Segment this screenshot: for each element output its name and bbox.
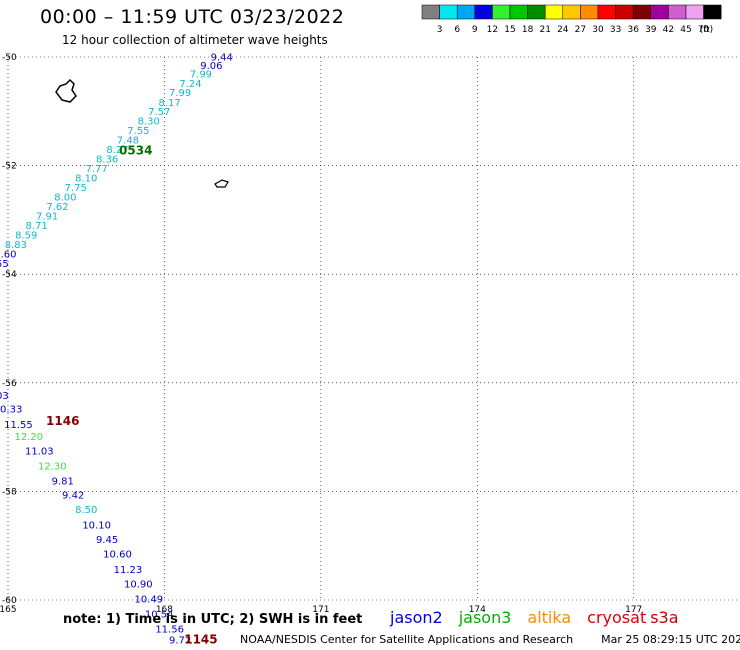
- island-outline: [55, 78, 77, 103]
- color-scale-label: 39: [645, 25, 657, 35]
- x-tick-label: 171: [312, 605, 329, 615]
- satellite-legend-s3a: s3a: [650, 608, 679, 627]
- wave-height-point: 7.99: [169, 88, 191, 99]
- wave-height-point: 10.90: [124, 580, 153, 591]
- satellite-legend-cryosat: cryosat: [587, 608, 647, 627]
- color-scale-legend: 3 6 9 12 15 18 21 24 27 30 33 36 39 42 45 70(ft): [421, 4, 722, 35]
- color-scale-label: 18: [522, 25, 534, 35]
- wave-height-point: 11.23: [114, 565, 143, 576]
- wave-height-point: 10.10: [82, 520, 111, 531]
- wave-height-point: 9.06: [200, 61, 222, 72]
- y-tick-label: -56: [2, 379, 17, 389]
- satellite-legend-altika: altika: [527, 608, 572, 627]
- wave-height-point: 8.00: [54, 192, 76, 203]
- color-scale-swatch: [703, 4, 722, 20]
- wave-height-point: 8.30: [138, 116, 160, 127]
- wave-height-point: 7.99: [190, 70, 212, 81]
- wave-height-point: 7.77: [86, 164, 108, 175]
- wave-height-point: 7.91: [36, 211, 58, 222]
- wave-height-point: 7.62: [46, 202, 68, 213]
- wave-height-point: 8.17: [159, 98, 181, 109]
- wave-height-point: 12.30: [38, 462, 67, 473]
- x-tick-label: 165: [0, 605, 17, 615]
- wave-height-point: 8.83: [5, 240, 27, 251]
- color-scale-unit: (ft): [700, 25, 714, 35]
- satellite-legend-jason2: jason2: [390, 608, 443, 627]
- wave-height-point: 8.71: [26, 221, 48, 232]
- color-scale-label: 27: [575, 25, 586, 35]
- y-tick-label: -58: [2, 487, 17, 497]
- color-scale-label: 3: [437, 25, 443, 35]
- wave-height-point: 11.03: [25, 446, 54, 457]
- color-scale-label: 24: [557, 25, 569, 35]
- wave-height-point: 12.20: [15, 432, 44, 443]
- wave-height-point: 9.45: [96, 535, 118, 546]
- color-scale-label: 33: [610, 25, 621, 35]
- chart-subtitle: 12 hour collection of altimeter wave hei…: [62, 33, 328, 47]
- wave-height-point: 9.81: [52, 476, 74, 487]
- footer-credit: NOAA/NESDIS Center for Satellite Applica…: [240, 633, 574, 646]
- wave-height-point: 7.57: [148, 107, 170, 118]
- color-scale-label: 12: [487, 25, 498, 35]
- color-scale-label: 6: [454, 25, 460, 35]
- wave-height-point: 9.42: [62, 490, 84, 501]
- x-tick-label: 177: [625, 605, 642, 615]
- x-tick-label: 168: [156, 605, 173, 615]
- wave-height-point: 7.75: [65, 183, 87, 194]
- y-tick-label: -52: [2, 162, 17, 172]
- wave-height-point: 7.48: [117, 135, 139, 146]
- chart-title: 00:00 – 11:59 UTC 03/23/2022: [40, 6, 345, 28]
- wave-height-point: 10.54: [145, 609, 174, 620]
- wave-height-point: 9.03: [0, 391, 9, 402]
- wave-height-point: 10.49: [134, 595, 163, 606]
- color-scale-label: 45: [680, 25, 691, 35]
- wave-height-point: 11.56: [155, 625, 184, 636]
- y-tick-label: -60: [2, 596, 17, 606]
- color-scale-label: 30: [592, 25, 604, 35]
- satellite-legend-jason3: jason3: [458, 608, 512, 627]
- wave-height-point: 9.44: [211, 52, 233, 63]
- color-scale-label: 42: [663, 25, 674, 35]
- wave-height-point: 8.50: [75, 505, 97, 516]
- wave-height-point: 9.72: [169, 635, 191, 646]
- wave-height-point: 7.55: [127, 126, 149, 137]
- footer: NOAA/NESDIS Center for Satellite Applica…: [240, 633, 740, 646]
- color-scale-label: 9: [472, 25, 478, 35]
- wave-height-point: 7.24: [179, 79, 201, 90]
- y-tick-label: -54: [2, 270, 17, 280]
- wave-height-point: 8.10: [75, 173, 97, 184]
- wave-height-point: 9.55: [0, 259, 9, 270]
- color-scale-label: 21: [539, 25, 550, 35]
- satellite-legend: jason2 jason3 altika cryosat s3a: [390, 608, 695, 627]
- x-tick-label: 174: [469, 605, 486, 615]
- wave-height-point: 10.60: [103, 550, 132, 561]
- note-text: note: 1) Time is in UTC; 2) SWH is in fe…: [63, 612, 363, 627]
- y-tick-label: -50: [2, 53, 17, 63]
- time-label: 0534: [119, 144, 152, 158]
- wave-height-point: 8.27: [106, 145, 128, 156]
- island-outline: [214, 179, 229, 188]
- color-scale-label: 15: [504, 25, 515, 35]
- wave-height-point: 8.36: [96, 154, 118, 165]
- footer-timestamp: Mar 25 08:29:15 UTC 2022: [601, 633, 740, 646]
- time-label: 1146: [46, 414, 79, 428]
- wave-height-point: 8.59: [15, 230, 37, 241]
- wave-height-point: 10.33: [0, 405, 22, 416]
- wave-height-point: 11.55: [4, 420, 33, 431]
- color-scale-label: 36: [627, 25, 639, 35]
- time-label: 1145: [184, 632, 217, 646]
- wave-height-point: 9.60: [0, 249, 17, 260]
- color-scale-label: 70: [698, 25, 710, 35]
